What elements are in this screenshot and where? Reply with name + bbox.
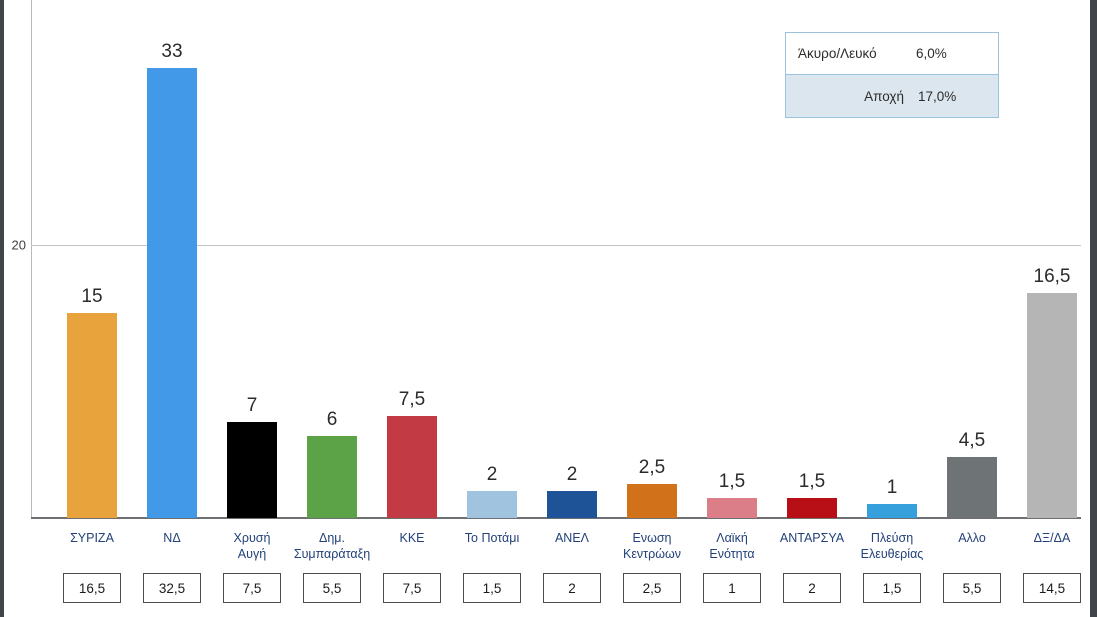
category-label: ΔΞ/ΔΑ	[1033, 531, 1071, 545]
secondary-value-box: 5,5	[303, 573, 361, 603]
secondary-value-box: 2	[543, 573, 601, 603]
secondary-value-box: 16,5	[63, 573, 121, 603]
annotation-label: Άκυρο/Λευκό	[798, 46, 877, 61]
secondary-value-box: 1,5	[463, 573, 521, 603]
bar-group: 7,5	[387, 382, 437, 518]
bar[interactable]	[387, 415, 437, 518]
category-label: Χρυσή Αυγή	[233, 531, 271, 561]
annotation-box: Άκυρο/Λευκό 6,0% Αποχή 17,0%	[785, 32, 999, 118]
bar[interactable]	[467, 490, 517, 518]
bar-value-label: 4,5	[958, 429, 986, 451]
bar-group: 1,5	[707, 464, 757, 518]
bar-group: 6	[307, 402, 357, 518]
plot-area	[31, 0, 1087, 519]
secondary-value-box: 7,5	[223, 573, 281, 603]
secondary-value-box: 1,5	[863, 573, 921, 603]
bar-value-label: 7	[246, 395, 258, 417]
bar[interactable]	[147, 67, 197, 518]
secondary-value-box: 5,5	[943, 573, 1001, 603]
bar[interactable]	[547, 490, 597, 518]
bar-group: 7	[227, 388, 277, 518]
category-label: Λαϊκή Ενότητα	[709, 531, 755, 561]
secondary-value-box: 2	[783, 573, 841, 603]
gridline	[31, 245, 1081, 246]
bar-value-label: 15	[81, 286, 103, 308]
y-axis-tick-label: 20	[11, 237, 26, 253]
category-label: Ενωση Κεντρώων	[623, 531, 681, 561]
bar[interactable]	[67, 313, 117, 518]
annotation-row-apochi: Αποχή 17,0%	[786, 75, 998, 117]
bar-value-label: 7,5	[398, 388, 426, 410]
secondary-value-box: 7,5	[383, 573, 441, 603]
frame-edge-right	[1090, 0, 1097, 617]
bar[interactable]	[787, 497, 837, 518]
bar-group: 33	[147, 34, 197, 518]
bar-value-label: 33	[161, 40, 183, 62]
category-label: ΝΔ	[163, 531, 181, 545]
x-axis-line	[31, 517, 1081, 519]
frame-edge-left	[0, 0, 4, 617]
annotation-value: 17,0%	[918, 88, 957, 104]
secondary-value-box: 32,5	[143, 573, 201, 603]
bar-group: 2	[547, 457, 597, 518]
y-axis-line	[31, 0, 32, 518]
bar[interactable]	[227, 422, 277, 518]
bar-value-label: 2	[486, 463, 498, 485]
category-label: ΣΥΡΙΖΑ	[70, 531, 114, 545]
bar-value-label: 6	[326, 409, 338, 431]
category-label: Πλεύση Ελευθερίας	[860, 531, 924, 561]
bar-value-label: 16,5	[1033, 265, 1071, 287]
bar-group: 2,5	[627, 450, 677, 518]
bar[interactable]	[867, 504, 917, 518]
secondary-value-box: 2,5	[623, 573, 681, 603]
bar[interactable]	[707, 497, 757, 518]
bar-value-label: 2,5	[638, 456, 666, 478]
annotation-label: Αποχή	[864, 88, 904, 104]
annotation-row-akyro-lefko: Άκυρο/Λευκό 6,0%	[786, 33, 998, 75]
secondary-value-box: 14,5	[1023, 573, 1081, 603]
bar[interactable]	[307, 436, 357, 518]
secondary-value-box: 1	[703, 573, 761, 603]
bar[interactable]	[947, 456, 997, 518]
bar-group: 15	[67, 279, 117, 518]
category-label: ΑΝΤΑΡΣΥΑ	[779, 531, 845, 545]
bar-group: 1,5	[787, 464, 837, 518]
category-label: ΚΚΕ	[399, 531, 425, 545]
category-label: Αλλο	[958, 531, 986, 545]
bar-group: 1	[867, 470, 917, 518]
category-label: ΑΝΕΛ	[554, 531, 590, 545]
bar-group: 16,5	[1027, 259, 1077, 518]
bar-value-label: 2	[566, 463, 578, 485]
annotation-value: 6,0%	[916, 46, 947, 61]
bar-group: 2	[467, 457, 517, 518]
bar[interactable]	[627, 483, 677, 518]
bar-value-label: 1	[886, 477, 898, 499]
bar-group: 4,5	[947, 423, 997, 518]
bar[interactable]	[1027, 292, 1077, 518]
bar-value-label: 1,5	[718, 470, 746, 492]
category-label: Το Ποτάμι	[464, 531, 520, 545]
bar-value-label: 1,5	[798, 470, 826, 492]
category-label: Δημ. Συμπαράταξη	[293, 531, 371, 561]
